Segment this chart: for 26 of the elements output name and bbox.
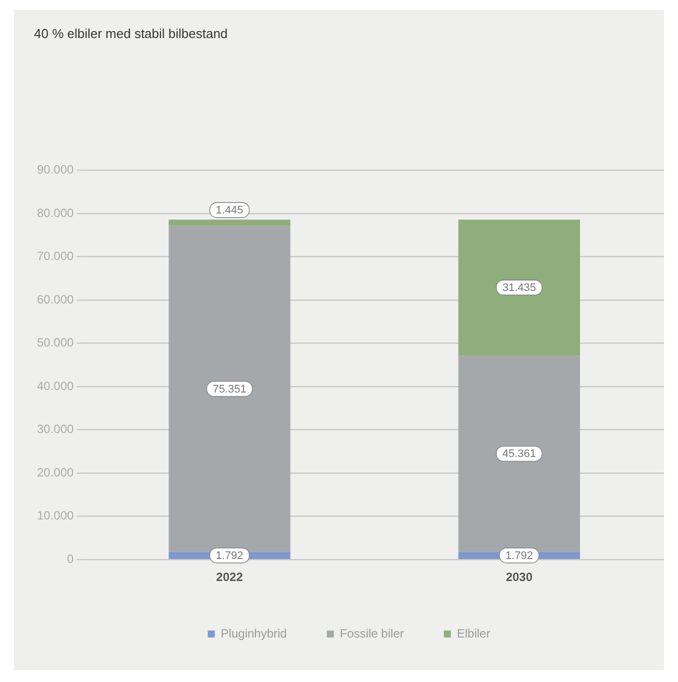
y-tick-label: 0 — [67, 552, 74, 566]
bar — [168, 220, 290, 226]
y-tick-label: 40.000 — [37, 378, 74, 393]
legend-label: Pluginhybrid — [220, 626, 287, 640]
data-label: 75.351 — [212, 383, 246, 396]
y-tick-label: 20.000 — [37, 465, 74, 480]
data-label: 1.792 — [216, 550, 244, 562]
y-tick-label: 30.000 — [37, 422, 74, 436]
y-tick-label: 50.000 — [37, 336, 74, 350]
bar — [458, 220, 580, 356]
x-tick-label: 2022 — [216, 570, 244, 584]
y-tick-label: 60.000 — [37, 292, 74, 306]
data-label: 31.435 — [502, 282, 536, 294]
legend-label: Elbiler — [456, 626, 490, 640]
y-tick-label: 80.000 — [37, 206, 74, 220]
bar — [458, 356, 580, 552]
data-label: 45.361 — [502, 448, 536, 460]
bar — [168, 226, 290, 552]
y-tick-label: 10.000 — [37, 508, 74, 523]
y-tick-label: 90.000 — [37, 162, 74, 177]
y-tick-label: 70.000 — [37, 249, 74, 264]
data-label: 1.445 — [216, 204, 244, 217]
chart-title: 40 % elbiler med stabil bilbestand — [34, 26, 228, 41]
data-label: 1.792 — [505, 550, 533, 562]
x-tick-label: 2030 — [506, 570, 533, 584]
legend-label: Fossile biler — [340, 626, 404, 640]
